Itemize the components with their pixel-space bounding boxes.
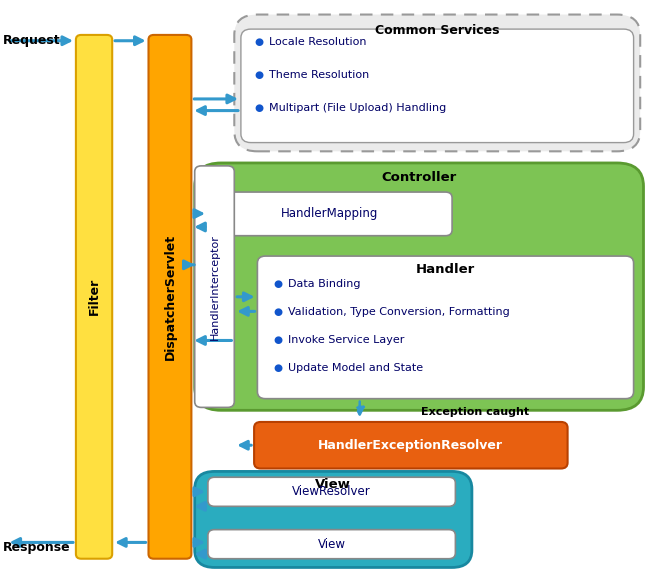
FancyBboxPatch shape [208, 530, 455, 559]
FancyBboxPatch shape [254, 422, 568, 469]
Text: Locale Resolution: Locale Resolution [269, 37, 366, 47]
FancyBboxPatch shape [148, 35, 191, 559]
Text: ●: ● [254, 37, 263, 47]
Text: ●: ● [254, 70, 263, 80]
Text: Multipart (File Upload) Handling: Multipart (File Upload) Handling [269, 103, 446, 113]
FancyBboxPatch shape [241, 29, 634, 143]
Text: Response: Response [3, 541, 71, 553]
Text: Exception caught: Exception caught [421, 407, 529, 417]
Text: Theme Resolution: Theme Resolution [269, 70, 369, 80]
Text: HandlerMapping: HandlerMapping [281, 207, 379, 221]
FancyBboxPatch shape [195, 166, 234, 407]
Text: ●: ● [274, 363, 283, 373]
Text: ●: ● [274, 307, 283, 317]
Text: Filter: Filter [88, 278, 100, 315]
Text: View: View [317, 538, 346, 551]
FancyBboxPatch shape [234, 15, 640, 151]
Text: ●: ● [274, 335, 283, 345]
FancyBboxPatch shape [76, 35, 112, 559]
Text: Handler: Handler [416, 263, 475, 276]
FancyBboxPatch shape [208, 192, 452, 236]
Text: HandlerExceptionResolver: HandlerExceptionResolver [318, 439, 504, 452]
Text: ViewResolver: ViewResolver [292, 485, 371, 498]
Text: Update Model and State: Update Model and State [288, 363, 424, 373]
Text: DispatcherServlet: DispatcherServlet [164, 234, 176, 360]
Text: ●: ● [274, 279, 283, 289]
Text: View: View [315, 478, 351, 491]
FancyBboxPatch shape [195, 471, 472, 567]
FancyBboxPatch shape [257, 256, 634, 399]
Text: Common Services: Common Services [375, 24, 500, 37]
Text: ●: ● [254, 103, 263, 113]
Text: Validation, Type Conversion, Formatting: Validation, Type Conversion, Formatting [288, 307, 510, 317]
Text: Request: Request [3, 34, 61, 47]
Text: Data Binding: Data Binding [288, 279, 361, 289]
Text: Controller: Controller [381, 171, 457, 184]
FancyBboxPatch shape [195, 163, 644, 410]
Text: Invoke Service Layer: Invoke Service Layer [288, 335, 405, 345]
FancyBboxPatch shape [208, 477, 455, 506]
Text: HandlerInterceptor: HandlerInterceptor [209, 234, 220, 339]
